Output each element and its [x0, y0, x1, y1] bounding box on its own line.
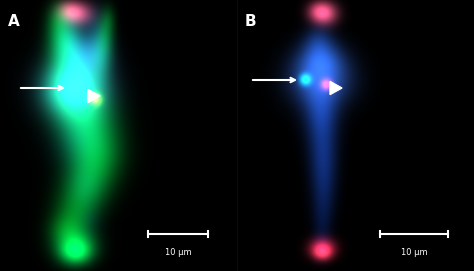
Polygon shape — [88, 89, 100, 103]
Text: A: A — [8, 14, 20, 29]
Text: B: B — [245, 14, 256, 29]
Text: 10 μm: 10 μm — [164, 248, 191, 257]
Polygon shape — [330, 81, 342, 95]
Text: 10 μm: 10 μm — [401, 248, 428, 257]
